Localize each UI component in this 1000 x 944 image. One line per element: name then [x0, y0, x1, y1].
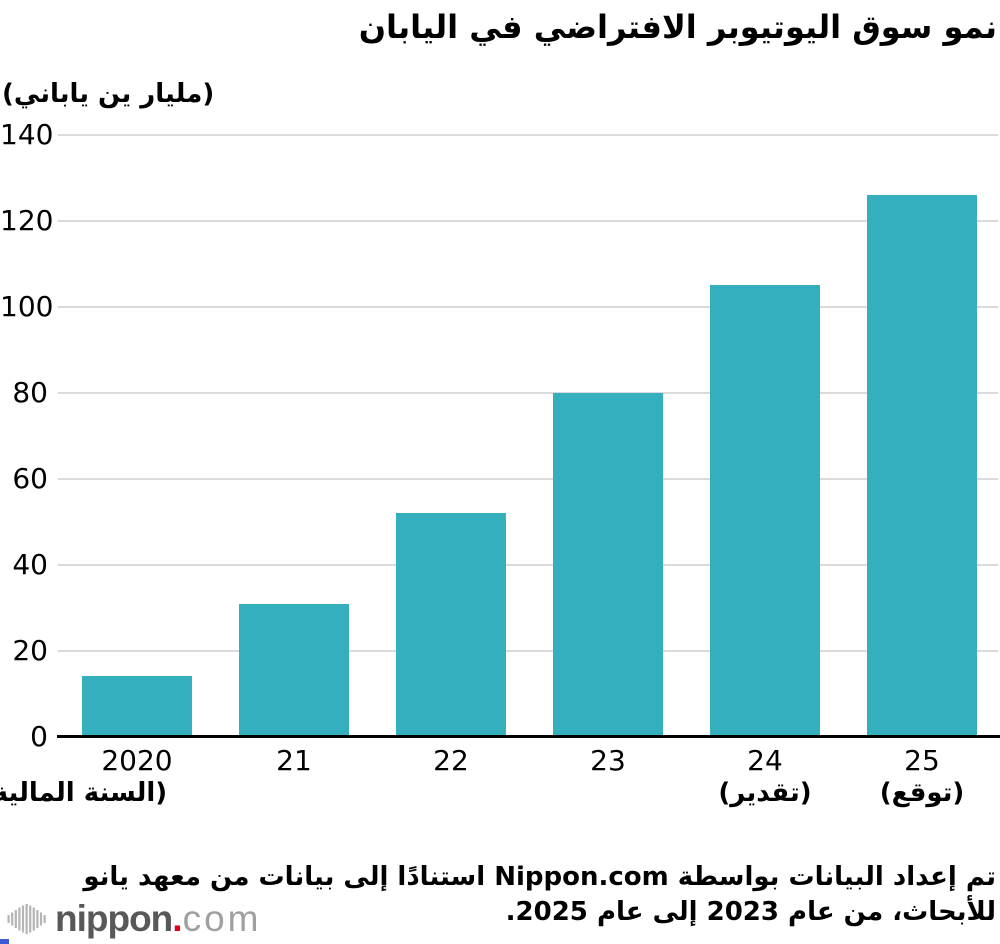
x-tick-label-22: 22	[433, 744, 469, 777]
nippon-logo: nippon.com	[6, 899, 261, 939]
bar-23	[553, 393, 663, 737]
x-tick-label-25: 25	[904, 744, 940, 777]
y-tick-label-120: 120	[0, 204, 54, 237]
x-tick-sublabel-2020: (السنة المالية)	[0, 778, 168, 808]
nippon-logo-text: nippon.com	[55, 899, 261, 939]
y-tick-label-60: 60	[12, 462, 48, 495]
x-tick-label-24: 24	[747, 744, 783, 777]
bar-2020	[82, 676, 192, 737]
x-axis-line	[57, 735, 1000, 738]
y-tick-label-40: 40	[12, 548, 48, 581]
y-tick-label-80: 80	[12, 376, 48, 409]
logo-word-nippon: nippon	[55, 898, 173, 939]
gridline-120	[58, 220, 998, 222]
x-tick-sublabel-25: (توقع)	[879, 778, 965, 808]
bar-25	[867, 195, 977, 737]
gridline-80	[58, 392, 998, 394]
bar-21	[239, 604, 349, 737]
chart-title: نمو سوق اليوتيوبر الافتراضي في اليابان	[358, 8, 997, 46]
y-tick-label-0: 0	[30, 720, 48, 753]
bar-22	[396, 513, 506, 737]
x-tick-label-2020: 2020	[101, 744, 173, 777]
source-note: تم إعداد البيانات بواسطة Nippon.com استن…	[0, 860, 996, 930]
source-note-line1: تم إعداد البيانات بواسطة Nippon.com استن…	[83, 862, 996, 892]
gridline-40	[58, 564, 998, 566]
x-tick-label-23: 23	[590, 744, 626, 777]
logo-word-com: com	[182, 898, 262, 939]
bottom-left-blue-mark	[0, 939, 9, 944]
gridline-140	[58, 134, 998, 136]
y-tick-label-20: 20	[12, 634, 48, 667]
nippon-logo-icon	[7, 904, 46, 934]
gridline-60	[58, 478, 998, 480]
y-tick-label-140: 140	[0, 118, 54, 151]
bar-24	[710, 285, 820, 737]
logo-red-dot: .	[172, 898, 183, 939]
source-note-line2: للأبحاث، من عام 2023 إلى عام 2025.	[505, 897, 996, 927]
gridline-20	[58, 650, 998, 652]
x-tick-label-21: 21	[276, 744, 312, 777]
gridline-100	[58, 306, 998, 308]
x-tick-sublabel-24: (تقدير)	[718, 778, 812, 808]
y-axis-unit-label: (مليار ين ياباني)	[2, 79, 215, 109]
y-tick-label-100: 100	[0, 290, 54, 323]
